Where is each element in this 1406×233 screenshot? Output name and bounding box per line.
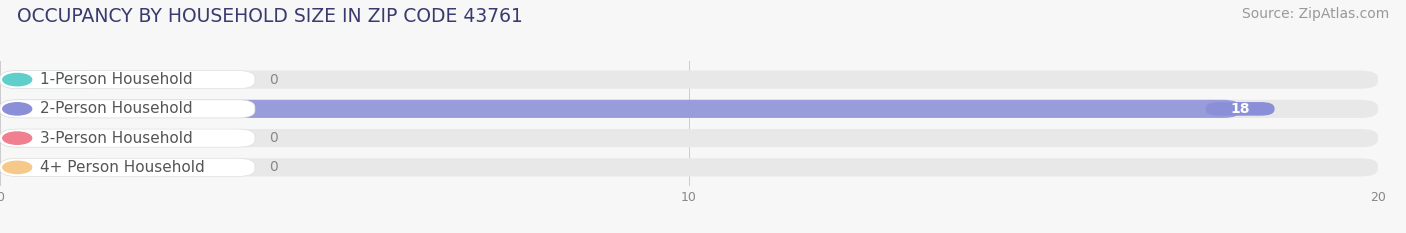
FancyBboxPatch shape xyxy=(0,158,1378,176)
FancyBboxPatch shape xyxy=(0,100,254,118)
FancyBboxPatch shape xyxy=(0,129,254,147)
Text: 1-Person Household: 1-Person Household xyxy=(39,72,193,87)
Text: 4+ Person Household: 4+ Person Household xyxy=(39,160,205,175)
FancyBboxPatch shape xyxy=(0,71,104,89)
Circle shape xyxy=(3,132,32,144)
Text: 0: 0 xyxy=(269,160,277,174)
FancyBboxPatch shape xyxy=(0,158,254,176)
FancyBboxPatch shape xyxy=(0,129,104,147)
Text: 0: 0 xyxy=(269,131,277,145)
FancyBboxPatch shape xyxy=(0,71,254,89)
Circle shape xyxy=(3,161,32,174)
Circle shape xyxy=(3,103,32,115)
FancyBboxPatch shape xyxy=(0,71,1378,89)
FancyBboxPatch shape xyxy=(0,100,1240,118)
Text: Source: ZipAtlas.com: Source: ZipAtlas.com xyxy=(1241,7,1389,21)
Text: 0: 0 xyxy=(269,73,277,87)
Circle shape xyxy=(3,73,32,86)
FancyBboxPatch shape xyxy=(0,158,104,176)
Text: 3-Person Household: 3-Person Household xyxy=(39,131,193,146)
Text: 2-Person Household: 2-Person Household xyxy=(39,101,193,116)
FancyBboxPatch shape xyxy=(0,100,1378,118)
FancyBboxPatch shape xyxy=(1205,102,1274,116)
Text: 18: 18 xyxy=(1230,102,1250,116)
FancyBboxPatch shape xyxy=(0,129,1378,147)
Text: OCCUPANCY BY HOUSEHOLD SIZE IN ZIP CODE 43761: OCCUPANCY BY HOUSEHOLD SIZE IN ZIP CODE … xyxy=(17,7,523,26)
